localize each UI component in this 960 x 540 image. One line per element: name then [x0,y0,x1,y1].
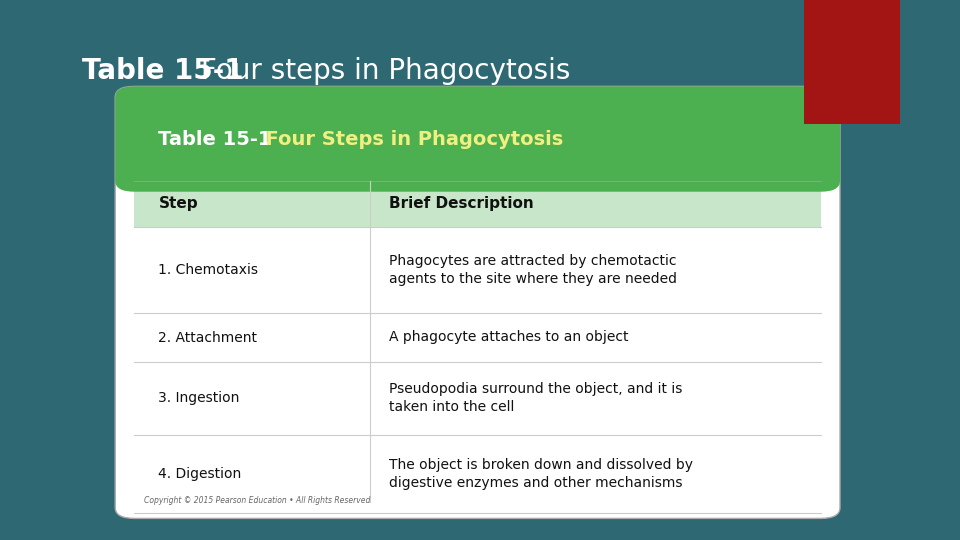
Text: Pseudopodia surround the object, and it is
taken into the cell: Pseudopodia surround the object, and it … [389,382,683,415]
Text: 2. Attachment: 2. Attachment [158,330,257,345]
Text: 3. Ingestion: 3. Ingestion [158,392,240,405]
Text: Copyright © 2015 Pearson Education • All Rights Reserved: Copyright © 2015 Pearson Education • All… [144,496,371,505]
FancyBboxPatch shape [115,86,840,192]
Text: Table 15-1: Table 15-1 [158,130,272,148]
Text: Four Steps in Phagocytosis: Four Steps in Phagocytosis [252,130,564,148]
Text: Brief Description: Brief Description [389,197,534,211]
Bar [134,181,821,227]
Text: 4. Digestion: 4. Digestion [158,467,242,481]
Text: A phagocyte attaches to an object: A phagocyte attaches to an object [389,330,628,345]
Text: Four steps in Phagocytosis: Four steps in Phagocytosis [192,57,570,85]
Text: 1. Chemotaxis: 1. Chemotaxis [158,263,258,277]
Text: Phagocytes are attracted by chemotactic
agents to the site where they are needed: Phagocytes are attracted by chemotactic … [389,254,677,286]
Text: Table 15-1: Table 15-1 [82,57,252,85]
Text: The object is broken down and dissolved by
digestive enzymes and other mechanism: The object is broken down and dissolved … [389,457,693,490]
Bar [134,139,821,181]
Text: Step: Step [158,197,198,211]
Bar [804,0,900,124]
FancyBboxPatch shape [115,86,840,518]
